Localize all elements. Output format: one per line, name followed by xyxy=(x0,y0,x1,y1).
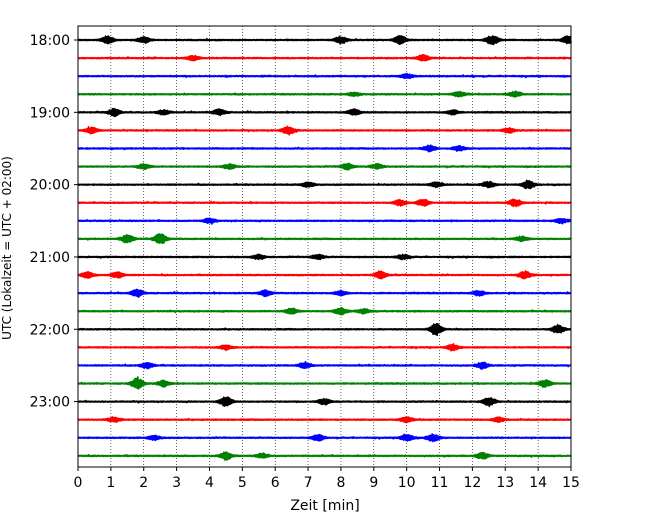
trace-row xyxy=(77,198,572,208)
trace-row xyxy=(77,307,572,316)
x-tick-label: 15 xyxy=(562,475,580,491)
trace-row xyxy=(77,253,572,261)
trace-row xyxy=(77,162,572,171)
y-tick-label: 23:00 xyxy=(30,395,70,411)
x-tick-label: 13 xyxy=(496,475,514,491)
y-tick-label: 18:00 xyxy=(30,33,70,49)
axis-ticks: 0 1 2 3 4 5 6 7 8 9 10 11 12 13 14 1518:0019:0020:0021:… xyxy=(30,33,580,491)
trace-row xyxy=(77,288,572,298)
trace-row xyxy=(77,433,572,443)
trace-row xyxy=(77,376,572,390)
x-tick-label: 1 xyxy=(106,475,115,491)
x-tick-label: 10 xyxy=(398,475,416,491)
trace-row xyxy=(77,107,572,118)
y-axis-label: UTC (Lokalzeit = UTC + 02:00) xyxy=(0,156,14,340)
x-tick-label: 11 xyxy=(431,475,449,491)
x-tick-label: 6 xyxy=(271,475,280,491)
y-tick-label: 19:00 xyxy=(30,105,70,121)
x-tick-label: 12 xyxy=(463,475,481,491)
trace-row xyxy=(77,72,572,80)
y-tick-label: 20:00 xyxy=(30,178,70,194)
x-tick-label: 4 xyxy=(205,475,214,491)
trace-row xyxy=(77,144,572,153)
trace-row xyxy=(77,416,572,424)
trace-row xyxy=(77,35,572,46)
x-tick-label: 2 xyxy=(139,475,148,491)
trace-row xyxy=(77,451,572,461)
x-tick-label: 0 xyxy=(74,475,83,491)
x-axis-label: Zeit [min] xyxy=(290,498,359,514)
x-tick-label: 5 xyxy=(238,475,247,491)
trace-row xyxy=(77,179,572,190)
y-tick-label: 22:00 xyxy=(30,322,70,338)
trace-row xyxy=(77,396,572,408)
x-tick-label: 7 xyxy=(304,475,313,491)
x-tick-label: 9 xyxy=(369,475,378,491)
plot-frame xyxy=(77,25,572,468)
trace-row xyxy=(77,232,572,245)
trace-row xyxy=(77,53,572,62)
trace-row xyxy=(77,90,572,98)
x-tick-label: 8 xyxy=(336,475,345,491)
x-tick-label: 3 xyxy=(172,475,181,491)
trace-row xyxy=(77,217,572,225)
trace-row xyxy=(77,125,572,136)
x-tick-label: 14 xyxy=(529,475,547,491)
trace-row xyxy=(77,323,572,337)
y-tick-label: 21:00 xyxy=(30,250,70,266)
trace-row xyxy=(77,270,572,280)
trace-row xyxy=(77,343,572,352)
trace-rows xyxy=(77,35,572,461)
trace-row xyxy=(77,361,572,370)
